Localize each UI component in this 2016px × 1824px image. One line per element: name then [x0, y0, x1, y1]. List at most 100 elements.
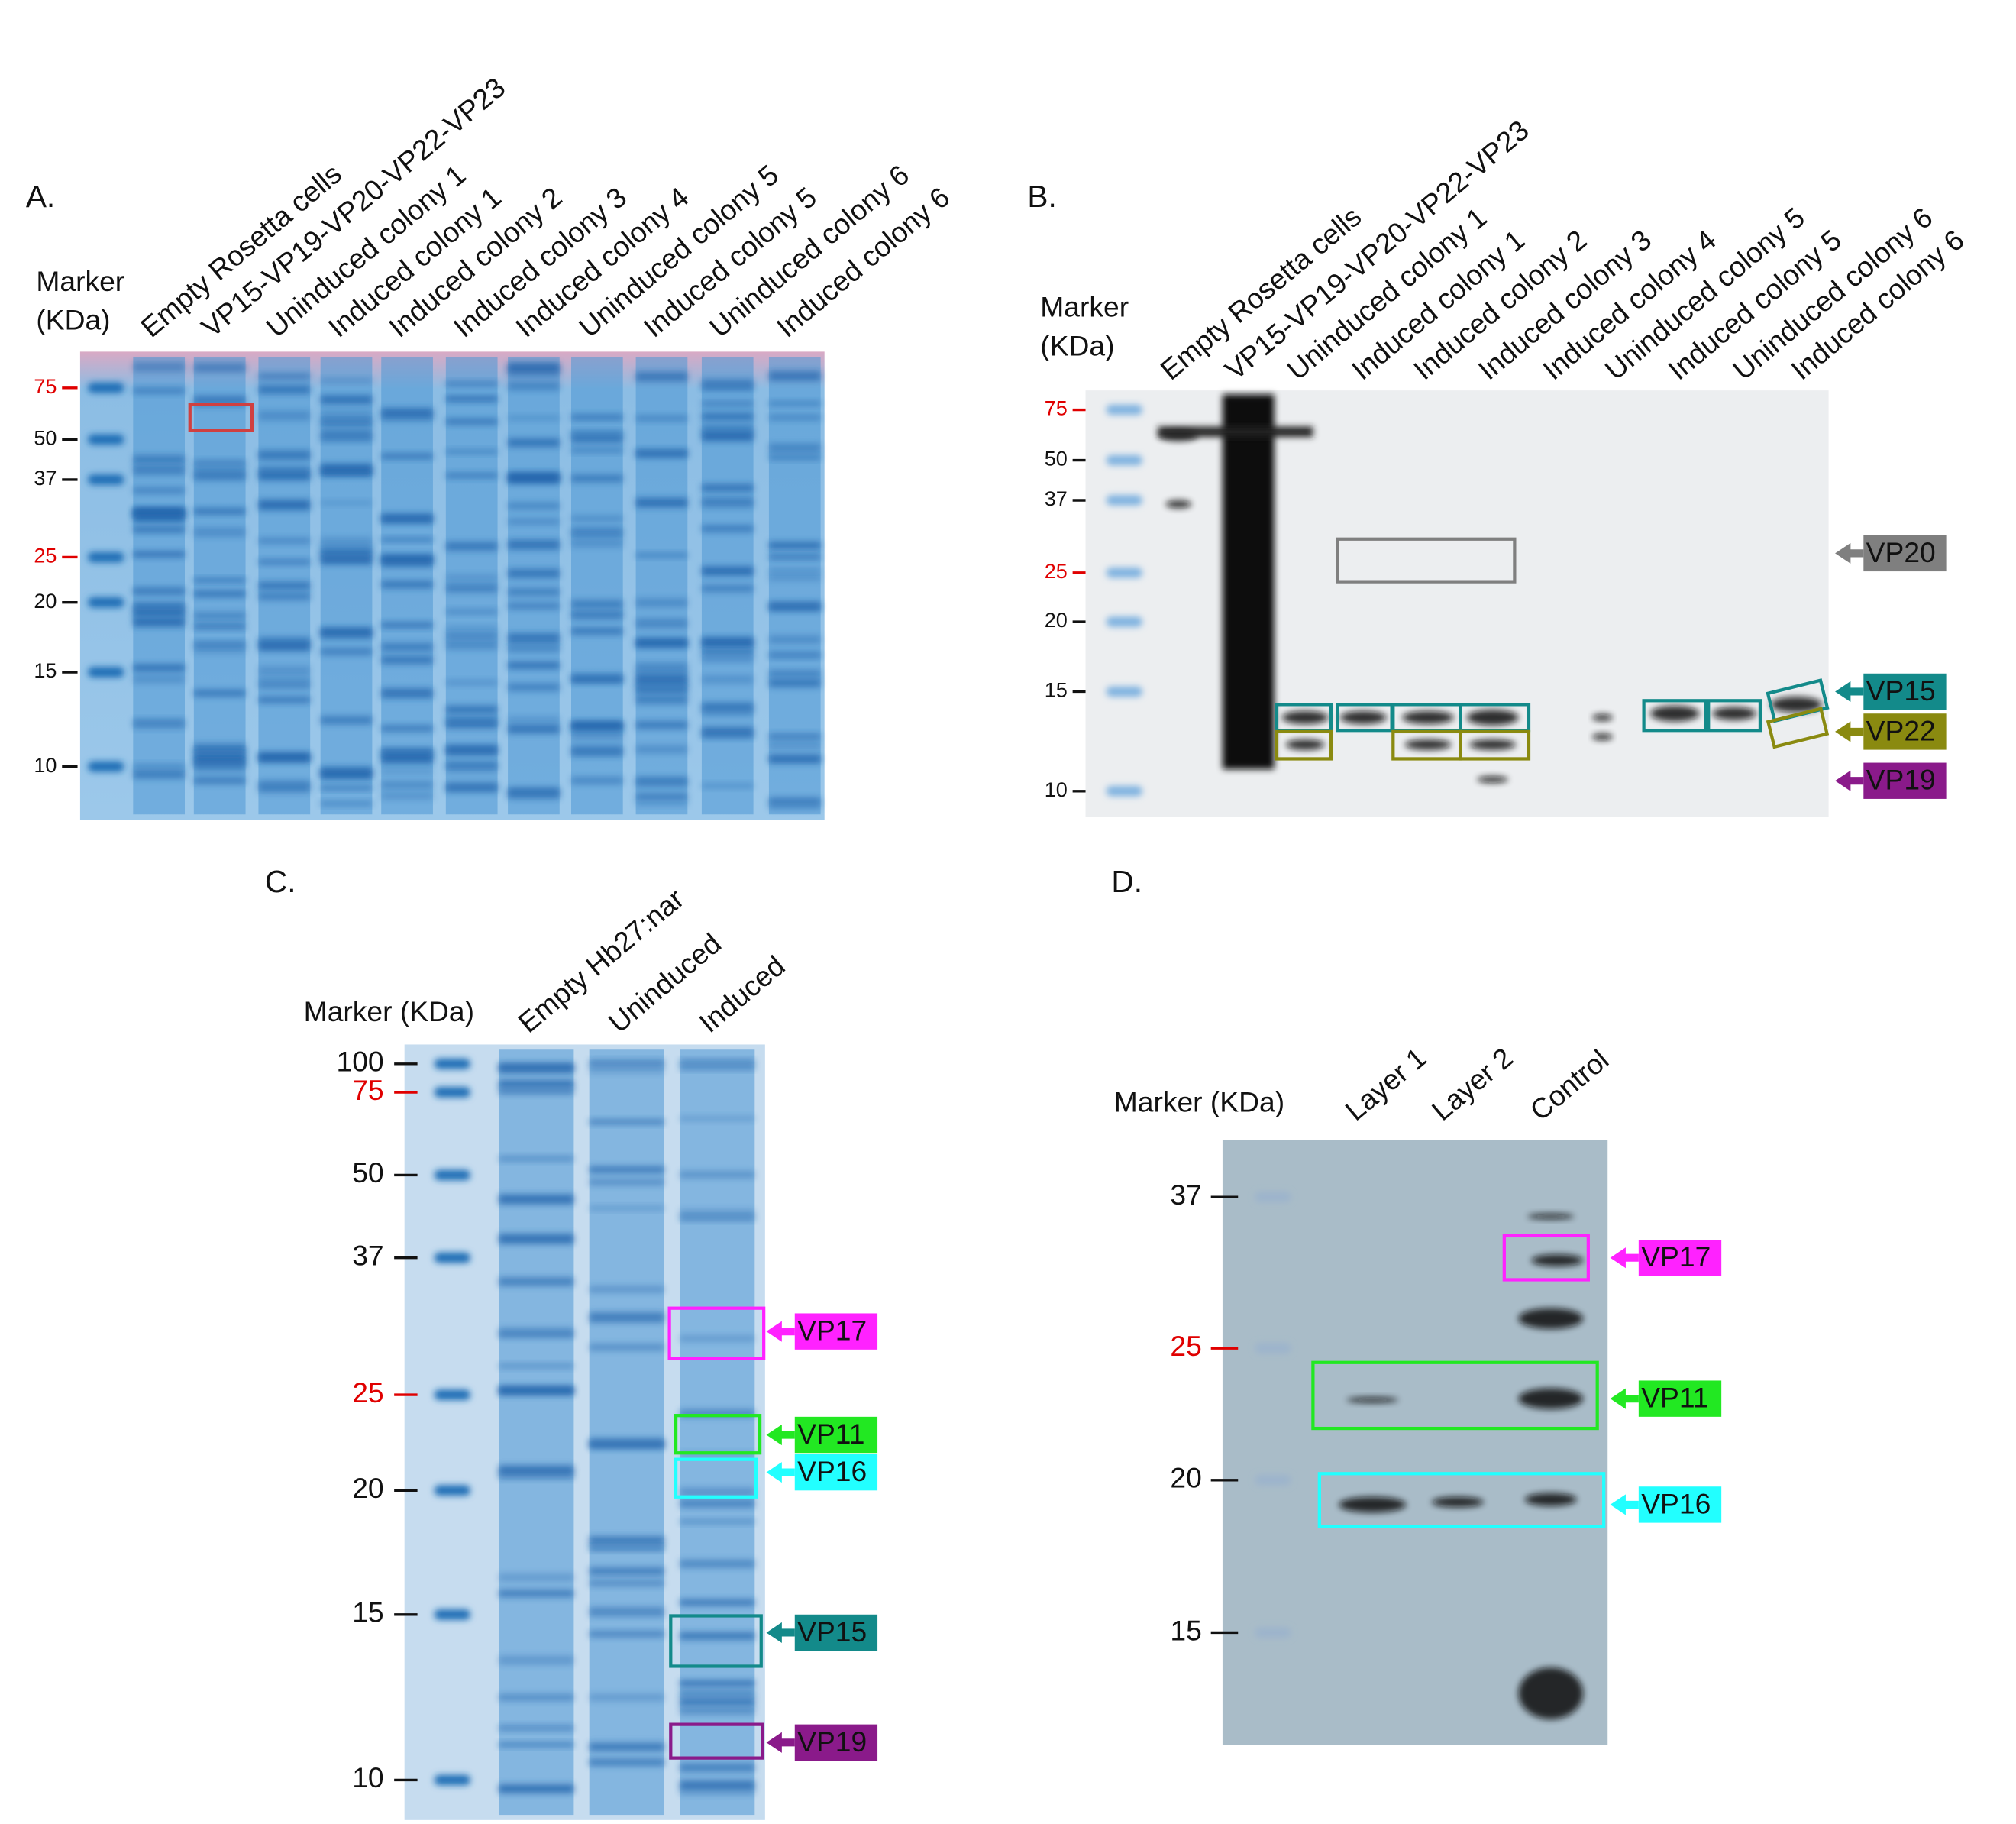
band — [635, 695, 688, 705]
smear — [1158, 426, 1313, 438]
marker-band — [88, 383, 124, 393]
band — [768, 415, 821, 421]
band — [193, 467, 246, 477]
annotation-label: VP22 — [1866, 714, 1936, 746]
band — [768, 733, 821, 740]
band — [1339, 710, 1387, 724]
annotation-label: VP19 — [797, 1725, 867, 1758]
lane-label: Control — [1523, 1043, 1614, 1127]
band — [589, 1206, 664, 1211]
band — [320, 648, 373, 655]
band — [320, 545, 373, 550]
band — [768, 802, 821, 810]
band — [768, 670, 821, 677]
band — [635, 793, 688, 800]
band — [320, 555, 373, 565]
band — [1531, 1254, 1584, 1266]
band — [508, 683, 560, 691]
band — [701, 674, 754, 684]
band — [508, 539, 560, 550]
marker-label: Marker (KDa) — [1114, 1085, 1284, 1117]
band — [381, 688, 433, 699]
marker-band — [88, 667, 124, 678]
band — [258, 385, 311, 394]
band — [1346, 1397, 1399, 1403]
band — [381, 513, 433, 523]
band — [193, 763, 246, 772]
band — [320, 500, 373, 506]
band — [133, 617, 185, 627]
band — [499, 1363, 574, 1369]
band — [680, 1499, 755, 1508]
band — [680, 1560, 755, 1568]
band — [499, 1694, 574, 1701]
marker-band — [1255, 1343, 1291, 1353]
tick-label: 20 — [34, 589, 57, 613]
band — [133, 664, 185, 671]
band — [635, 618, 688, 629]
marker-band — [88, 474, 124, 485]
tick-label: 50 — [34, 426, 57, 450]
band — [133, 770, 185, 779]
tick-label: 10 — [1045, 778, 1068, 801]
band — [571, 610, 623, 618]
annotation-box — [794, 1416, 878, 1454]
annotation-box — [1863, 713, 1947, 750]
arrow — [1835, 681, 1864, 702]
band — [635, 662, 688, 671]
tick-label: 15 — [1045, 678, 1068, 702]
band — [133, 509, 185, 516]
tick-label: 10 — [34, 753, 57, 777]
band — [258, 641, 311, 652]
band — [320, 437, 373, 442]
band — [571, 528, 623, 533]
lane — [635, 357, 688, 815]
tick-label: 25 — [34, 544, 57, 568]
band — [193, 624, 246, 629]
band — [499, 1327, 574, 1336]
band-box — [674, 1457, 758, 1499]
band-box — [1707, 699, 1762, 733]
band — [133, 526, 185, 533]
band — [320, 421, 373, 427]
band — [1285, 739, 1325, 750]
band — [680, 1599, 755, 1606]
marker-band — [88, 597, 124, 608]
lane — [193, 357, 246, 815]
band — [701, 483, 754, 492]
band — [320, 469, 373, 477]
marker-band — [1106, 404, 1142, 416]
band — [635, 640, 688, 648]
band-box — [669, 1722, 764, 1760]
band-box — [1502, 1234, 1590, 1282]
band — [445, 632, 498, 639]
band — [768, 455, 821, 460]
band — [571, 672, 623, 682]
band — [499, 1784, 574, 1793]
band — [258, 754, 311, 762]
band — [1527, 1214, 1575, 1219]
band — [1404, 739, 1452, 750]
band — [499, 1156, 574, 1161]
band — [258, 410, 311, 421]
band — [508, 724, 560, 734]
band — [635, 372, 688, 382]
band — [1712, 707, 1756, 720]
band — [589, 1580, 664, 1586]
band — [193, 759, 246, 765]
marker-label: (KDa) — [1040, 329, 1114, 361]
band — [320, 801, 373, 806]
band — [701, 525, 754, 532]
band — [381, 793, 433, 800]
band — [499, 1655, 574, 1665]
band — [193, 612, 246, 620]
band — [508, 791, 560, 800]
band — [701, 648, 754, 655]
marker-band — [434, 1252, 470, 1263]
band — [768, 370, 821, 381]
band — [680, 1116, 755, 1121]
band — [499, 1590, 574, 1598]
marker-band — [1106, 786, 1142, 797]
band — [499, 1080, 574, 1088]
